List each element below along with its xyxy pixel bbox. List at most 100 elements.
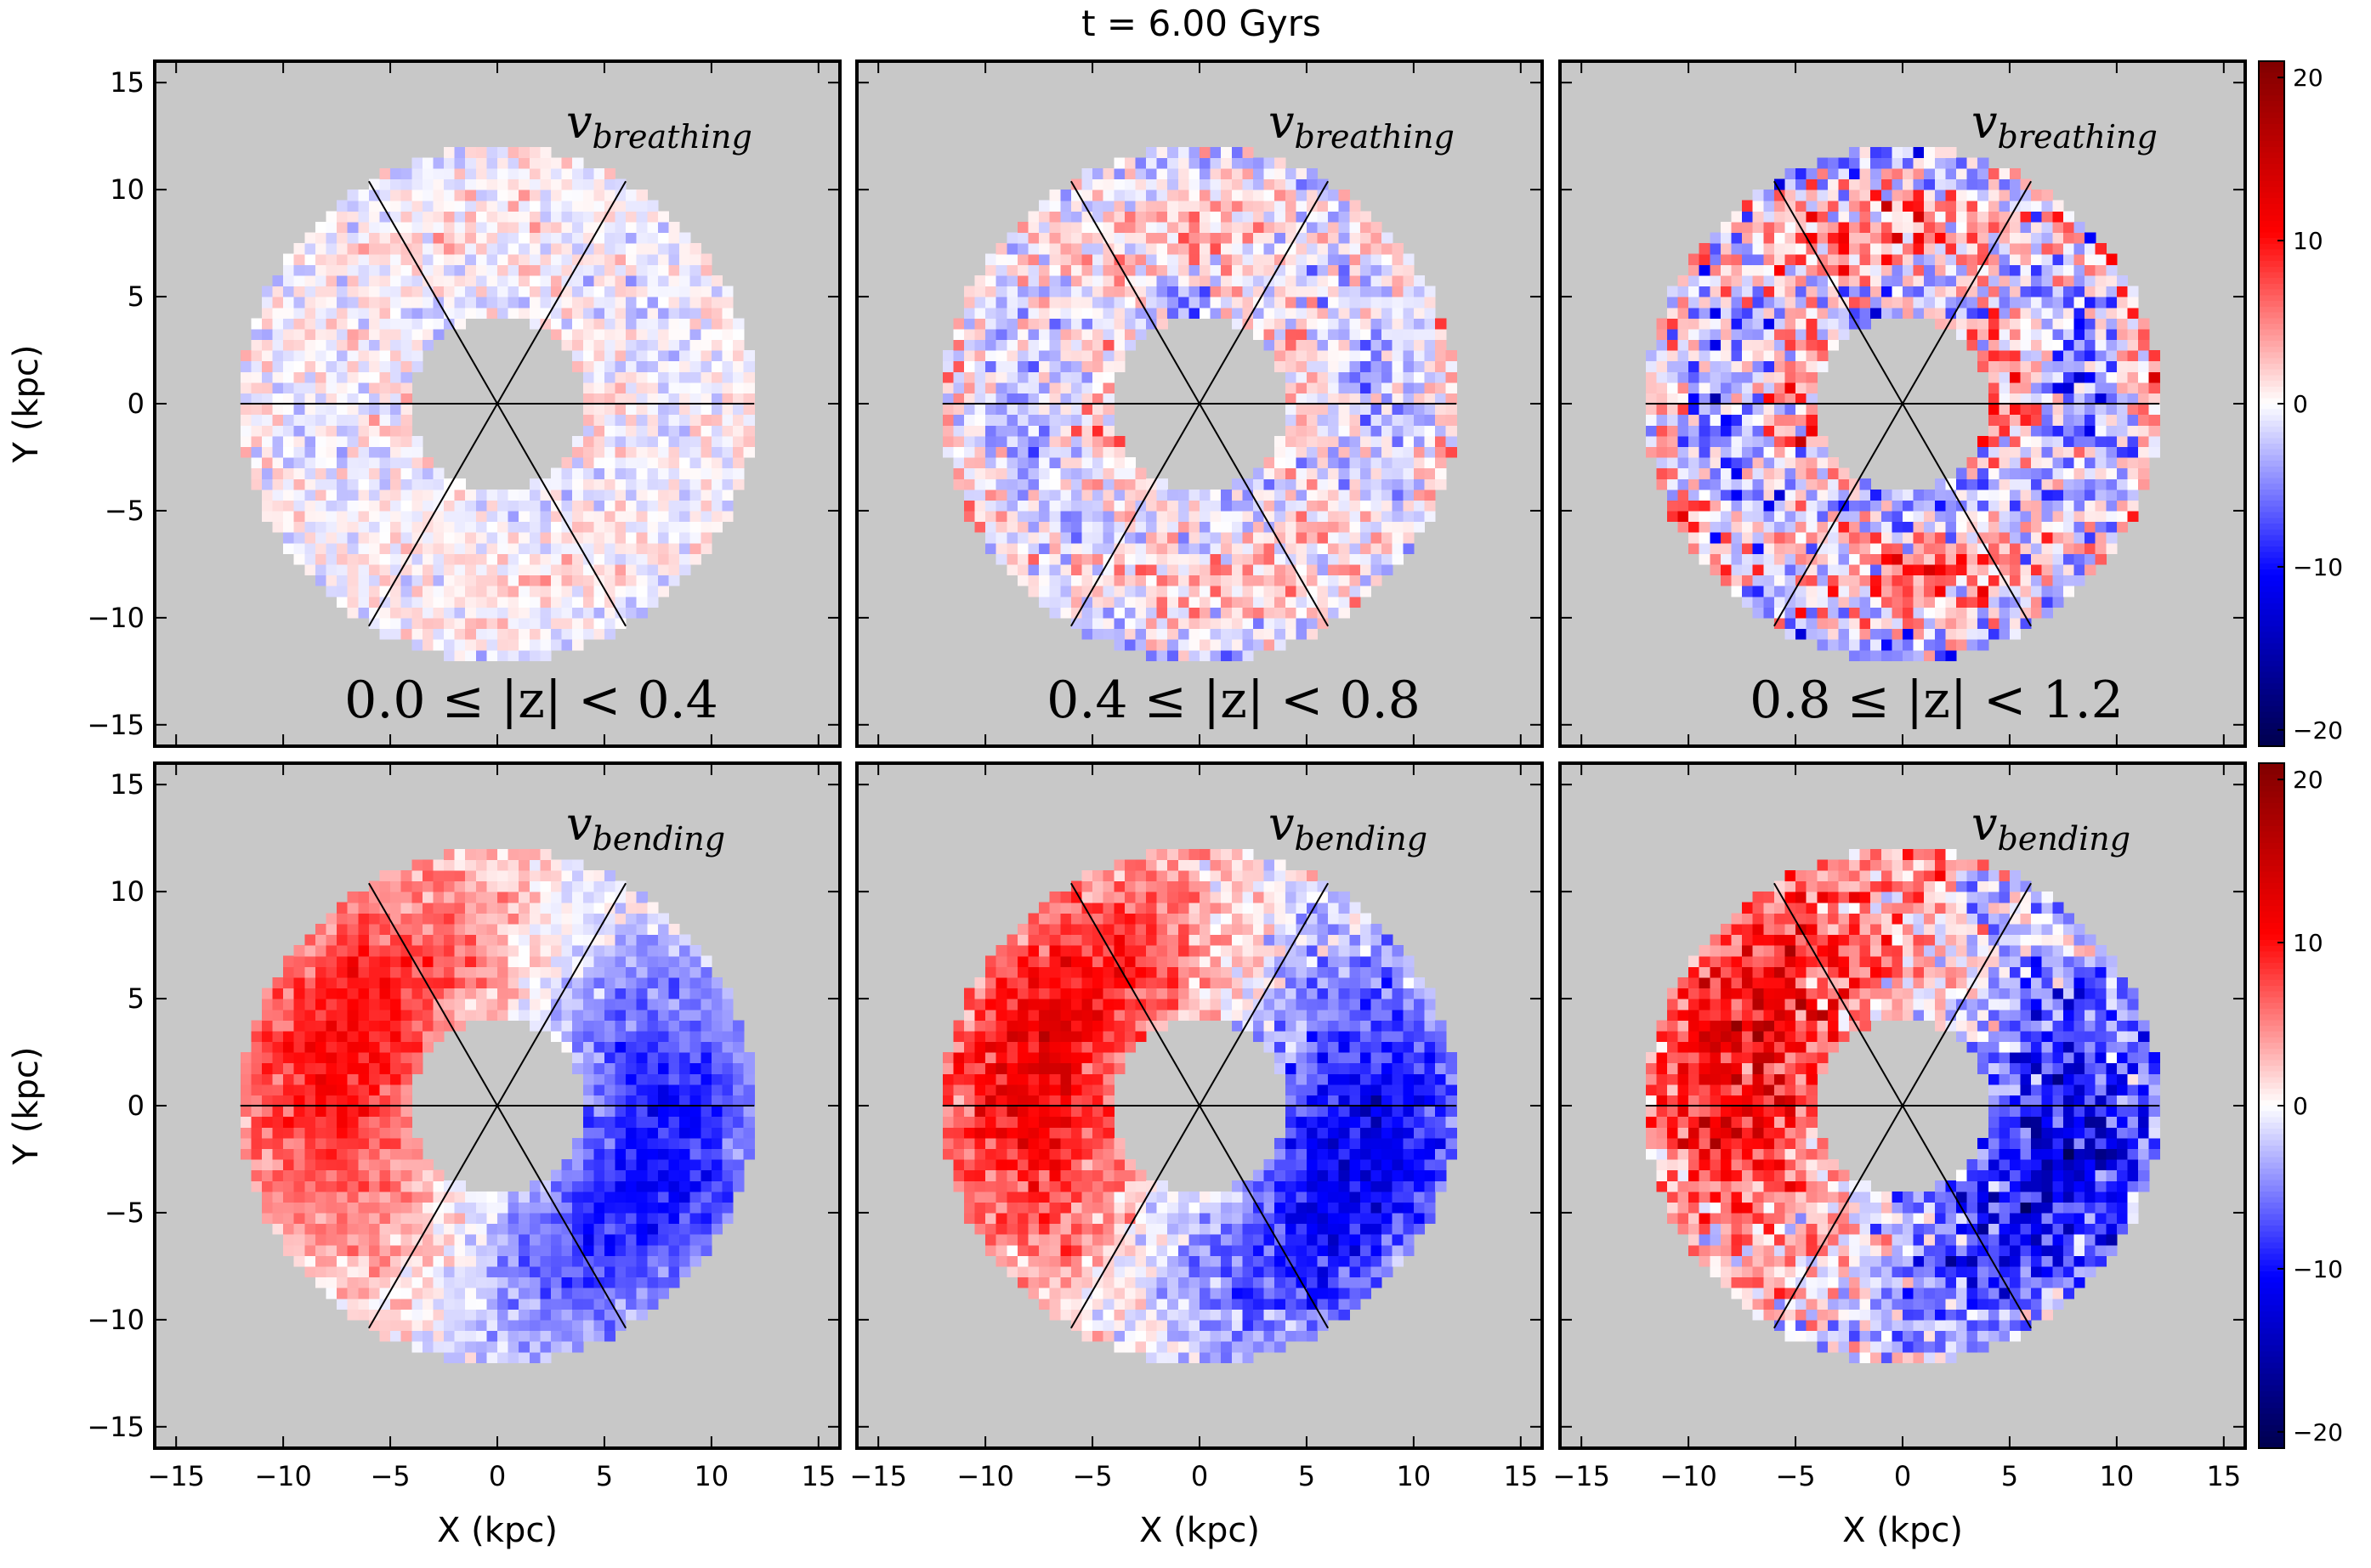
heatmap-cell bbox=[1817, 167, 1829, 180]
heatmap-cell bbox=[1028, 532, 1040, 544]
heatmap-cell bbox=[508, 586, 519, 597]
heatmap-cell bbox=[1306, 243, 1319, 255]
heatmap-cell bbox=[963, 382, 976, 393]
heatmap-cell bbox=[433, 232, 445, 244]
heatmap-cell bbox=[1859, 586, 1871, 597]
heatmap-cell bbox=[647, 456, 659, 469]
heatmap-cell bbox=[368, 510, 381, 523]
heatmap-cell bbox=[604, 350, 616, 362]
heatmap-cell bbox=[326, 286, 337, 297]
heatmap-cell bbox=[422, 157, 434, 169]
heatmap-cell bbox=[2041, 532, 2053, 544]
heatmap-cell bbox=[529, 253, 541, 265]
heatmap-cell bbox=[2148, 414, 2160, 426]
heatmap-cell bbox=[1285, 167, 1296, 180]
heatmap-cell bbox=[1731, 532, 1743, 544]
heatmap-cell bbox=[1028, 414, 1040, 426]
heatmap-cell bbox=[1827, 232, 1840, 244]
heatmap-cell bbox=[1114, 500, 1126, 512]
heatmap-cell bbox=[1070, 456, 1083, 469]
heatmap-cell bbox=[508, 639, 519, 651]
heatmap-cell bbox=[261, 1202, 274, 1214]
heatmap-cell bbox=[1188, 243, 1200, 255]
heatmap-cell bbox=[2148, 446, 2160, 458]
heatmap-cell bbox=[540, 253, 552, 265]
heatmap-cell bbox=[1381, 286, 1393, 297]
heatmap-cell bbox=[1720, 414, 1733, 426]
heatmap-cell bbox=[1188, 586, 1200, 597]
heatmap-cell bbox=[1381, 275, 1393, 287]
heatmap-cell bbox=[1913, 563, 1925, 576]
heatmap-cell bbox=[251, 360, 263, 372]
heatmap-cell bbox=[1870, 563, 1882, 576]
heatmap-cell bbox=[1413, 286, 1426, 297]
heatmap-cell bbox=[2041, 350, 2053, 362]
heatmap-cell bbox=[550, 489, 563, 501]
heatmap-cell bbox=[2138, 382, 2150, 393]
heatmap-cell bbox=[1934, 286, 1946, 297]
heatmap-cell bbox=[657, 532, 670, 544]
heatmap-cell bbox=[1070, 339, 1083, 351]
heatmap-cell bbox=[1060, 510, 1072, 523]
heatmap-cell bbox=[1870, 521, 1882, 533]
heatmap-cell bbox=[1200, 286, 1211, 297]
heatmap-cell bbox=[604, 521, 616, 533]
heatmap-cell bbox=[261, 435, 274, 447]
heatmap-cell bbox=[1763, 350, 1775, 362]
heatmap-cell bbox=[1752, 542, 1764, 554]
heatmap-cell bbox=[1359, 328, 1372, 341]
heatmap-cell bbox=[1677, 425, 1689, 437]
heatmap-cell bbox=[1763, 275, 1775, 287]
heatmap-cell bbox=[1060, 414, 1072, 426]
heatmap-cell bbox=[240, 435, 252, 447]
heatmap-cell bbox=[1242, 532, 1254, 544]
heatmap-cell bbox=[1720, 328, 1733, 341]
heatmap-cell bbox=[1903, 253, 1914, 265]
heatmap-cell bbox=[1988, 607, 1999, 619]
heatmap-cell bbox=[1795, 350, 1807, 362]
heatmap-cell bbox=[561, 190, 573, 201]
heatmap-cell bbox=[582, 467, 594, 479]
heatmap-cell bbox=[508, 510, 519, 523]
heatmap-cell bbox=[1806, 575, 1818, 586]
heatmap-cell bbox=[1742, 521, 1754, 533]
heatmap-cell bbox=[508, 232, 519, 244]
heatmap-cell bbox=[1285, 360, 1296, 372]
heatmap-cell bbox=[1806, 532, 1818, 544]
heatmap-cell bbox=[519, 586, 530, 597]
heatmap-cell bbox=[1296, 456, 1307, 469]
heatmap-cell bbox=[465, 575, 477, 586]
heatmap-cell bbox=[400, 617, 412, 630]
heatmap-cell bbox=[1763, 393, 1775, 405]
heatmap-cell bbox=[283, 339, 295, 351]
heatmap-cell bbox=[261, 1191, 274, 1203]
heatmap-cell bbox=[368, 371, 381, 383]
heatmap-cell bbox=[1114, 617, 1126, 630]
heatmap-cell bbox=[347, 456, 359, 469]
heatmap-cell bbox=[1338, 435, 1350, 447]
heatmap-cell bbox=[379, 478, 391, 490]
heatmap-cell bbox=[454, 221, 466, 234]
heatmap-cell bbox=[1060, 404, 1072, 416]
heatmap-cell bbox=[1752, 500, 1764, 512]
heatmap-cell bbox=[1817, 489, 1829, 501]
heatmap-cell bbox=[1988, 435, 1999, 447]
heatmap-cell bbox=[1966, 297, 1978, 309]
heatmap-cell bbox=[2020, 489, 2032, 501]
heatmap-cell bbox=[1274, 307, 1286, 319]
heatmap-cell bbox=[315, 350, 327, 362]
heatmap-cell bbox=[1242, 649, 1254, 661]
heatmap-cell bbox=[1773, 243, 1786, 255]
quantity-symbol: v bbox=[1268, 95, 1295, 149]
heatmap-cell bbox=[315, 414, 327, 426]
heatmap-cell bbox=[1903, 190, 1914, 201]
heatmap-cell bbox=[1070, 435, 1083, 447]
heatmap-cell bbox=[1103, 628, 1115, 640]
heatmap-cell bbox=[657, 414, 670, 426]
heatmap-cell bbox=[1699, 521, 1710, 533]
heatmap-cell bbox=[1370, 467, 1382, 479]
heatmap-cell bbox=[1221, 200, 1233, 212]
heatmap-cell bbox=[1338, 575, 1350, 586]
heatmap-cell bbox=[2127, 404, 2139, 416]
heatmap-cell bbox=[985, 489, 997, 501]
